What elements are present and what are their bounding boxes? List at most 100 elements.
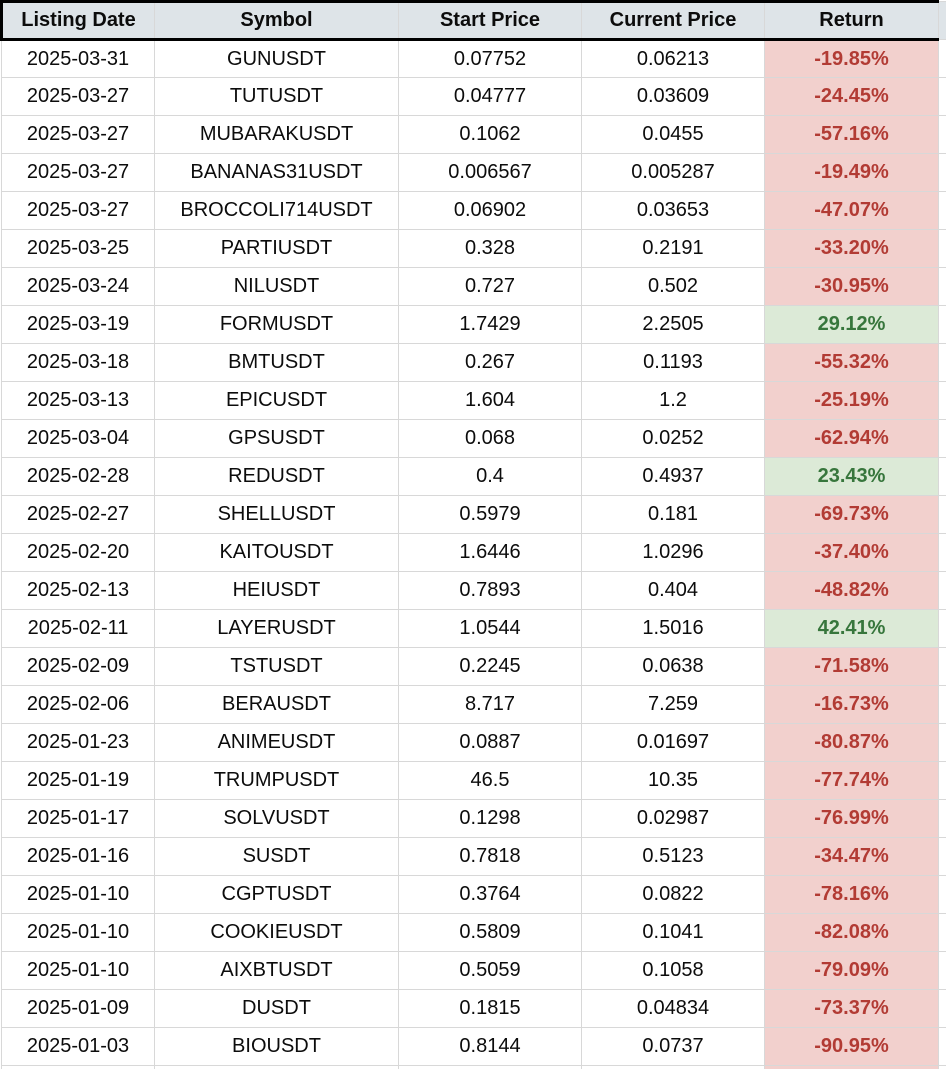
header-cell-start-price[interactable]: Start Price: [398, 0, 582, 41]
cell-start-price[interactable]: 1.7429: [398, 305, 582, 344]
cell-listing-date[interactable]: 2025-03-18: [1, 343, 155, 382]
cell-return[interactable]: -62.94%: [764, 419, 939, 458]
cell-start-price[interactable]: 0.1815: [398, 989, 582, 1028]
cell-start-price[interactable]: 0.0887: [398, 723, 582, 762]
cell-symbol[interactable]: TSTUSDT: [154, 647, 399, 686]
cell-listing-date[interactable]: 2025-01-03: [1, 1027, 155, 1066]
cell-listing-date[interactable]: 2025-01-19: [1, 761, 155, 800]
cell-current-price[interactable]: 0.06213: [581, 39, 765, 78]
cell-symbol[interactable]: NILUSDT: [154, 267, 399, 306]
cell-listing-date[interactable]: 2025-03-25: [1, 229, 155, 268]
cell-return[interactable]: -82.08%: [764, 913, 939, 952]
cell-current-price[interactable]: 0.005287: [581, 153, 765, 192]
cell-current-price[interactable]: 1.2: [581, 381, 765, 420]
cell-symbol[interactable]: BANANAS31USDT: [154, 153, 399, 192]
cell-listing-date[interactable]: [1, 1065, 155, 1069]
cell-listing-date[interactable]: 2025-03-27: [1, 115, 155, 154]
cell-return[interactable]: -77.74%: [764, 761, 939, 800]
cell-return[interactable]: -24.45%: [764, 77, 939, 116]
cell-current-price[interactable]: 7.259: [581, 685, 765, 724]
cell-start-price[interactable]: 8.717: [398, 685, 582, 724]
cell-listing-date[interactable]: 2025-03-19: [1, 305, 155, 344]
cell-listing-date[interactable]: 2025-03-04: [1, 419, 155, 458]
cell-current-price[interactable]: 0.1041: [581, 913, 765, 952]
cell-current-price[interactable]: 0.0737: [581, 1027, 765, 1066]
cell-listing-date[interactable]: 2025-03-13: [1, 381, 155, 420]
cell-listing-date[interactable]: 2025-01-10: [1, 875, 155, 914]
cell-current-price[interactable]: 1.5016: [581, 609, 765, 648]
cell-current-price[interactable]: 0.0822: [581, 875, 765, 914]
cell-return[interactable]: -30.95%: [764, 267, 939, 306]
cell-return[interactable]: -48.82%: [764, 571, 939, 610]
cell-return[interactable]: -79.09%: [764, 951, 939, 990]
cell-symbol[interactable]: EPICUSDT: [154, 381, 399, 420]
cell-current-price[interactable]: 0.404: [581, 571, 765, 610]
cell-symbol[interactable]: BERAUSDT: [154, 685, 399, 724]
cell-start-price[interactable]: 1.604: [398, 381, 582, 420]
cell-return[interactable]: -47.07%: [764, 191, 939, 230]
cell-listing-date[interactable]: 2025-01-10: [1, 951, 155, 990]
cell-start-price[interactable]: 0.006567: [398, 153, 582, 192]
cell-start-price[interactable]: 0.4: [398, 457, 582, 496]
cell-listing-date[interactable]: 2025-01-10: [1, 913, 155, 952]
cell-symbol[interactable]: BIOUSDT: [154, 1027, 399, 1066]
cell-symbol[interactable]: MUBARAKUSDT: [154, 115, 399, 154]
cell-symbol[interactable]: SHELLUSDT: [154, 495, 399, 534]
cell-start-price[interactable]: 0.07752: [398, 39, 582, 78]
cell-symbol[interactable]: PARTIUSDT: [154, 229, 399, 268]
cell-current-price[interactable]: 0.4937: [581, 457, 765, 496]
cell-symbol[interactable]: ANIMEUSDT: [154, 723, 399, 762]
cell-listing-date[interactable]: 2025-03-27: [1, 77, 155, 116]
cell-listing-date[interactable]: 2025-02-20: [1, 533, 155, 572]
cell-start-price[interactable]: 1.0544: [398, 609, 582, 648]
cell-listing-date[interactable]: 2025-02-27: [1, 495, 155, 534]
cell-current-price[interactable]: 10.35: [581, 761, 765, 800]
cell-start-price[interactable]: 0.06902: [398, 191, 582, 230]
cell-symbol[interactable]: GUNUSDT: [154, 39, 399, 78]
cell-current-price[interactable]: 0.0638: [581, 647, 765, 686]
cell-return[interactable]: 29.12%: [764, 305, 939, 344]
cell-current-price[interactable]: [581, 1065, 765, 1069]
cell-return[interactable]: -16.73%: [764, 685, 939, 724]
cell-return[interactable]: -71.58%: [764, 647, 939, 686]
cell-current-price[interactable]: 0.502: [581, 267, 765, 306]
cell-return[interactable]: -37.40%: [764, 533, 939, 572]
cell-symbol[interactable]: [154, 1065, 399, 1069]
cell-symbol[interactable]: TUTUSDT: [154, 77, 399, 116]
cell-return[interactable]: -19.49%: [764, 153, 939, 192]
cell-current-price[interactable]: 0.5123: [581, 837, 765, 876]
cell-start-price[interactable]: [398, 1065, 582, 1069]
cell-symbol[interactable]: BMTUSDT: [154, 343, 399, 382]
cell-symbol[interactable]: FORMUSDT: [154, 305, 399, 344]
cell-start-price[interactable]: 0.7893: [398, 571, 582, 610]
cell-listing-date[interactable]: 2025-01-09: [1, 989, 155, 1028]
cell-listing-date[interactable]: 2025-02-28: [1, 457, 155, 496]
cell-current-price[interactable]: 0.0455: [581, 115, 765, 154]
cell-listing-date[interactable]: 2025-02-13: [1, 571, 155, 610]
cell-start-price[interactable]: 0.5059: [398, 951, 582, 990]
cell-start-price[interactable]: 0.328: [398, 229, 582, 268]
cell-symbol[interactable]: COOKIEUSDT: [154, 913, 399, 952]
cell-current-price[interactable]: 1.0296: [581, 533, 765, 572]
cell-start-price[interactable]: 0.1062: [398, 115, 582, 154]
cell-symbol[interactable]: SOLVUSDT: [154, 799, 399, 838]
cell-return[interactable]: [764, 1065, 939, 1069]
cell-return[interactable]: -19.85%: [764, 39, 939, 78]
cell-listing-date[interactable]: 2025-03-27: [1, 153, 155, 192]
cell-return[interactable]: 23.43%: [764, 457, 939, 496]
cell-listing-date[interactable]: 2025-03-31: [1, 39, 155, 78]
cell-return[interactable]: 42.41%: [764, 609, 939, 648]
header-cell-current-price[interactable]: Current Price: [581, 0, 765, 41]
cell-start-price[interactable]: 0.5979: [398, 495, 582, 534]
cell-start-price[interactable]: 1.6446: [398, 533, 582, 572]
cell-start-price[interactable]: 0.3764: [398, 875, 582, 914]
cell-listing-date[interactable]: 2025-03-27: [1, 191, 155, 230]
cell-symbol[interactable]: CGPTUSDT: [154, 875, 399, 914]
cell-listing-date[interactable]: 2025-01-17: [1, 799, 155, 838]
cell-listing-date[interactable]: 2025-02-06: [1, 685, 155, 724]
header-cell-symbol[interactable]: Symbol: [154, 0, 399, 41]
header-cell-listing-date[interactable]: Listing Date: [0, 0, 155, 41]
cell-current-price[interactable]: 0.2191: [581, 229, 765, 268]
cell-return[interactable]: -90.95%: [764, 1027, 939, 1066]
cell-listing-date[interactable]: 2025-01-23: [1, 723, 155, 762]
